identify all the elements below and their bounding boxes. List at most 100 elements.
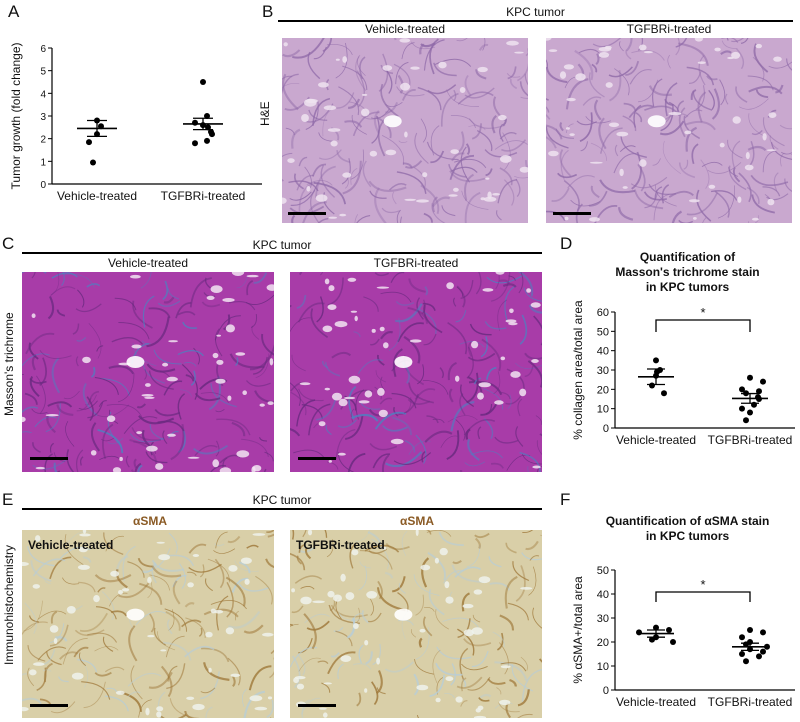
micrograph-fiber — [464, 191, 481, 223]
micrograph-fiber — [422, 302, 436, 311]
micrograph-fiber — [31, 354, 37, 371]
d-point — [756, 388, 762, 395]
micrograph-fiber — [79, 612, 108, 632]
micrograph-lumen — [477, 392, 484, 400]
micrograph-lumen — [147, 634, 155, 638]
micrograph-fiber — [436, 646, 472, 660]
micrograph-lumen — [422, 172, 428, 178]
micrograph-fiber — [335, 428, 356, 460]
micrograph-fiber — [515, 565, 526, 602]
micrograph-lumen — [342, 172, 352, 178]
micrograph-lumen — [291, 588, 295, 593]
micrograph-fiber — [66, 449, 75, 472]
micrograph-lumen — [404, 198, 417, 201]
micrograph-lumen — [732, 116, 741, 124]
micrograph-fiber — [461, 190, 489, 210]
micrograph-fiber — [551, 187, 570, 202]
micrograph-lumen — [345, 592, 355, 601]
micrograph-fiber — [22, 406, 39, 413]
micrograph-fiber — [88, 323, 102, 359]
micrograph-fiber — [182, 321, 197, 329]
panel-letter-b: B — [262, 2, 274, 21]
micrograph-fiber — [204, 277, 211, 289]
micrograph-lumen — [82, 356, 91, 364]
micrograph-fiber — [227, 535, 241, 544]
micrograph-fiber — [588, 190, 608, 207]
micrograph-fiber — [201, 301, 221, 308]
micrograph-fiber — [515, 362, 542, 370]
panel-b-header-rule — [278, 20, 793, 22]
micrograph-fiber — [732, 167, 741, 183]
d-point — [743, 417, 749, 424]
micrograph-fiber — [259, 437, 268, 442]
f-y-tick-label: 50 — [597, 565, 609, 577]
micrograph-lumen — [559, 71, 567, 79]
micrograph-fiber — [475, 272, 482, 295]
micrograph-lumen — [471, 627, 483, 635]
micrograph-fiber — [416, 297, 424, 320]
f-point — [760, 648, 766, 655]
micrograph-fiber — [432, 418, 445, 424]
micrograph-fiber — [111, 337, 144, 345]
micrograph-fiber — [546, 59, 548, 69]
micrograph-lumen — [354, 315, 358, 322]
micrograph-lumen — [416, 199, 429, 203]
micrograph-fiber — [298, 657, 321, 672]
micrograph-fiber — [559, 149, 572, 177]
micrograph-fiber — [500, 662, 527, 672]
micrograph-lumen — [315, 194, 328, 202]
micrograph-fiber — [557, 172, 578, 179]
micrograph-fiber — [403, 335, 421, 364]
micrograph-fiber — [522, 530, 534, 533]
f-point — [636, 629, 642, 636]
micrograph-fiber — [132, 300, 153, 329]
micrograph-fiber — [313, 182, 347, 205]
micrograph-fiber — [336, 150, 351, 164]
micrograph-fiber — [490, 462, 504, 469]
micrograph-fiber — [192, 444, 229, 455]
micrograph-fiber — [414, 132, 429, 164]
micrograph-lumen — [371, 328, 376, 333]
micrograph-fiber — [135, 610, 167, 626]
micrograph-fiber — [356, 215, 371, 223]
f-point — [747, 627, 753, 633]
micrograph-fiber — [588, 72, 605, 98]
micrograph-fiber — [579, 112, 593, 142]
micrograph-fiber — [357, 359, 384, 375]
f-significance-star: * — [700, 577, 705, 592]
micrograph-fiber — [306, 620, 330, 631]
micrograph-fiber — [392, 576, 406, 593]
micrograph-fiber — [22, 673, 27, 676]
micrograph-fiber — [94, 671, 112, 677]
micrograph-fiber — [499, 642, 509, 675]
micrograph-fiber — [122, 545, 136, 581]
micrograph-fiber — [235, 357, 239, 367]
micrograph-fiber — [471, 123, 482, 140]
micrograph-lumen — [236, 450, 250, 458]
micrograph-fiber — [63, 273, 95, 289]
micrograph-fiber — [142, 548, 171, 572]
micrograph-lumen — [312, 600, 325, 604]
micrograph-fiber — [487, 678, 506, 685]
micrograph-fiber — [353, 331, 361, 338]
micrograph-lumen — [697, 61, 706, 64]
micrograph-fiber — [31, 408, 48, 414]
micrograph-fiber — [527, 360, 542, 388]
micrograph-fiber — [87, 632, 118, 643]
micrograph-lumen — [463, 629, 474, 637]
micrograph-lumen — [210, 285, 223, 293]
micrograph-lumen — [252, 533, 266, 536]
micrograph-fiber — [227, 657, 241, 686]
trichrome-vehicle-image — [22, 272, 274, 472]
micrograph-fiber — [735, 86, 748, 103]
micrograph-lumen — [499, 699, 511, 706]
micrograph-fiber — [43, 662, 53, 683]
micrograph-fiber — [453, 89, 457, 102]
micrograph-fiber — [327, 651, 356, 675]
micrograph-lumen — [162, 362, 169, 367]
micrograph-fiber — [282, 75, 293, 80]
micrograph-fiber — [717, 185, 736, 219]
micrograph-fiber — [398, 393, 419, 416]
micrograph-fiber — [128, 625, 138, 662]
micrograph-fiber — [468, 124, 486, 131]
